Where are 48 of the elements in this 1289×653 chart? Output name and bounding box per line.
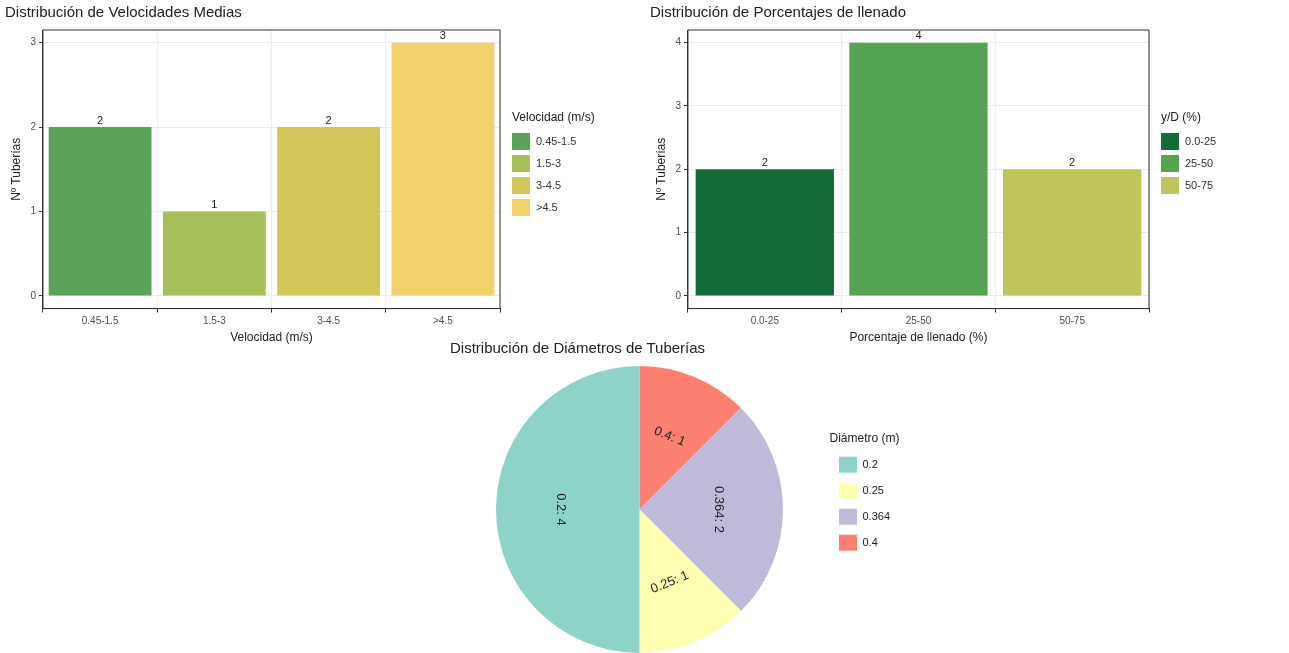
chart-title: Distribución de Porcentajes de llenado (650, 3, 906, 21)
x-tick-label: 0.45-1.5 (81, 315, 119, 327)
y-tick-label: 0 (675, 289, 682, 301)
x-tick-label: 50-75 (1059, 315, 1086, 327)
legend-title: Velocidad (m/s) (512, 110, 595, 124)
data-label: 3 (439, 29, 446, 42)
x-tick-label: 25-50 (905, 315, 932, 327)
legend-title: Diámetro (m) (829, 430, 900, 445)
category-label: 0.45-1.5 (536, 135, 577, 147)
data-label: 0.2: 4 (553, 493, 569, 526)
y-tick-label: 3 (30, 36, 37, 48)
chart-title: Distribución de Velocidades Medias (5, 3, 242, 21)
y-axis-title: Nº Tuberías (8, 137, 23, 201)
y-axis-title: Nº Tuberías (653, 137, 668, 201)
y-tick-label: 2 (30, 120, 37, 132)
y-tick-label: 0 (30, 289, 37, 301)
x-tick-label: 0.0-25 (750, 315, 780, 327)
y-tick-label: 1 (30, 205, 37, 217)
x-axis-title: Porcentaje de llenado (%) (849, 330, 988, 345)
category-label: 1.5-3 (536, 157, 562, 169)
y-tick-label: 3 (675, 99, 682, 111)
y-tick-label: 1 (675, 226, 682, 238)
x-tick-label: 3-4.5 (317, 315, 341, 327)
category-label: >4.5 (536, 201, 558, 213)
category-label: 50-75 (1185, 179, 1214, 191)
legend-label: 0.4 (862, 535, 878, 548)
category-label: 0.0-25 (1185, 135, 1217, 147)
data-label: 0.364: 2 (711, 486, 727, 533)
data-label: 4 (915, 29, 922, 42)
data-label: 0.25: 1 (648, 567, 691, 597)
category-label: 25-50 (1185, 157, 1214, 169)
data-label: 2 (1069, 155, 1076, 168)
data-label: 2 (325, 113, 332, 126)
legend-label: 0.25 (862, 483, 884, 496)
x-axis-title: Velocidad (m/s) (230, 330, 313, 345)
data-label: 2 (761, 155, 768, 168)
y-tick-label: 4 (675, 36, 682, 48)
x-tick-label: 1.5-3 (202, 315, 227, 327)
legend-title: y/D (%) (1161, 110, 1202, 124)
chart-title: Distribución de Diámetros de Tuberías (450, 339, 706, 357)
data-label: 2 (97, 113, 104, 126)
legend-label: 0.364 (862, 509, 890, 522)
category-label: 3-4.5 (536, 179, 562, 191)
data-label: 1 (211, 198, 218, 211)
x-tick-label: >4.5 (433, 315, 454, 327)
legend-label: 0.2 (862, 457, 878, 470)
data-label: 0.4: 1 (652, 422, 688, 449)
y-tick-label: 2 (675, 163, 682, 175)
